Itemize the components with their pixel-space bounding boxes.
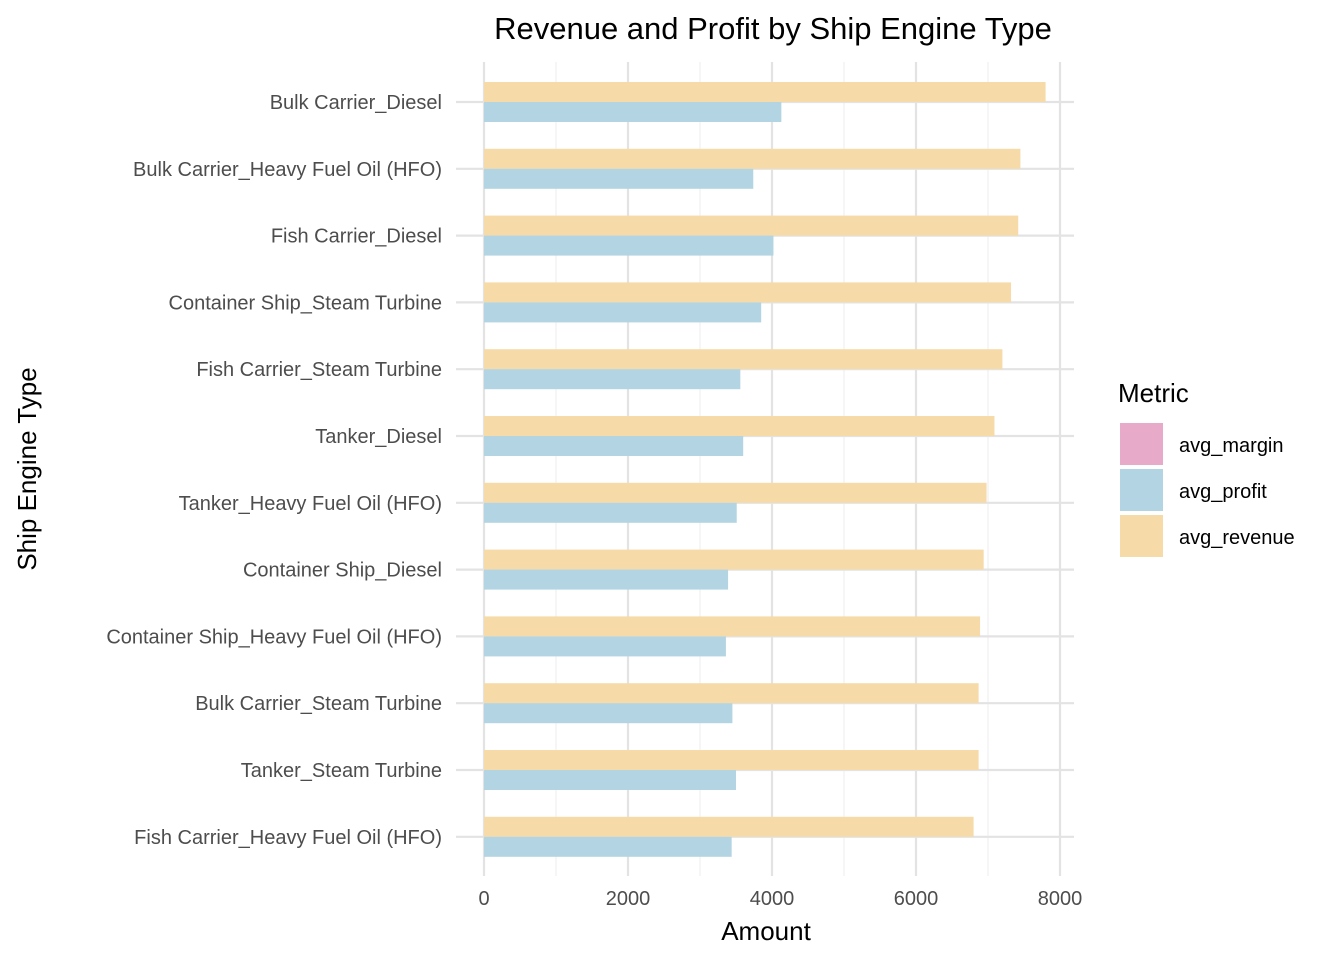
bar-avg-profit <box>484 502 737 523</box>
bar-avg-revenue <box>484 215 1019 236</box>
x-tick-label: 2000 <box>606 888 651 910</box>
y-tick-label: Container Ship_Diesel <box>243 560 442 582</box>
legend: Metric avg_margin avg_profit avg_revenue <box>1118 378 1295 557</box>
y-tick-label: Tanker_Steam Turbine <box>241 760 442 782</box>
bar-avg-revenue <box>484 616 981 637</box>
y-tick-label: Tanker_Diesel <box>315 426 442 448</box>
bar-avg-revenue <box>484 683 979 704</box>
legend-label: avg_revenue <box>1179 527 1295 549</box>
y-axis-title: Ship Engine Type <box>12 367 42 570</box>
legend-title: Metric <box>1118 378 1189 408</box>
bar-avg-revenue <box>484 816 974 837</box>
legend-key-avg-profit <box>1120 469 1163 511</box>
legend-key-avg-revenue <box>1120 515 1163 557</box>
bar-avg-profit <box>484 836 732 857</box>
bar-avg-profit <box>484 235 774 256</box>
bar-avg-profit <box>484 436 744 456</box>
y-tick-label: Container Ship_Steam Turbine <box>169 292 443 314</box>
x-tick-label: 0 <box>478 888 489 910</box>
bar-avg-profit <box>484 102 782 122</box>
bar-avg-revenue <box>484 416 995 436</box>
bar-avg-revenue <box>484 482 987 503</box>
y-tick-label: Bulk Carrier_Diesel <box>270 92 442 114</box>
bar-avg-profit <box>484 569 729 590</box>
y-tick-label: Container Ship_Heavy Fuel Oil (HFO) <box>106 626 442 648</box>
y-tick-label: Bulk Carrier_Steam Turbine <box>195 693 442 715</box>
x-tick-labels: 0 2000 4000 6000 8000 <box>478 888 1082 910</box>
legend-label: avg_margin <box>1179 435 1284 457</box>
bar-avg-profit <box>484 703 733 724</box>
legend-label: avg_profit <box>1179 481 1267 503</box>
bar-avg-profit <box>484 770 736 790</box>
bar-avg-revenue <box>484 750 979 770</box>
bar-avg-profit <box>484 302 762 323</box>
y-tick-label: Fish Carrier_Steam Turbine <box>196 359 442 381</box>
y-tick-label: Fish Carrier_Diesel <box>271 226 442 248</box>
bar-avg-profit <box>484 168 754 189</box>
y-tick-label: Fish Carrier_Heavy Fuel Oil (HFO) <box>134 827 442 849</box>
bar-avg-revenue <box>484 282 1012 303</box>
chart-title: Revenue and Profit by Ship Engine Type <box>494 11 1052 46</box>
x-tick-label: 4000 <box>750 888 795 910</box>
x-tick-label: 6000 <box>894 888 939 910</box>
x-axis-title: Amount <box>721 916 811 946</box>
y-tick-label: Bulk Carrier_Heavy Fuel Oil (HFO) <box>133 159 442 181</box>
bar-avg-revenue <box>484 349 1003 370</box>
y-tick-labels: Bulk Carrier_Diesel Bulk Carrier_Heavy Fu… <box>106 92 442 849</box>
bar-avg-profit <box>484 636 726 657</box>
legend-key-avg-margin <box>1120 423 1163 465</box>
y-tick-label: Tanker_Heavy Fuel Oil (HFO) <box>179 493 442 515</box>
bars <box>484 82 1046 857</box>
x-tick-label: 8000 <box>1038 888 1083 910</box>
bar-avg-revenue <box>484 82 1046 102</box>
bar-avg-revenue <box>484 549 984 570</box>
bar-avg-profit <box>484 369 741 390</box>
bar-avg-revenue <box>484 148 1021 169</box>
